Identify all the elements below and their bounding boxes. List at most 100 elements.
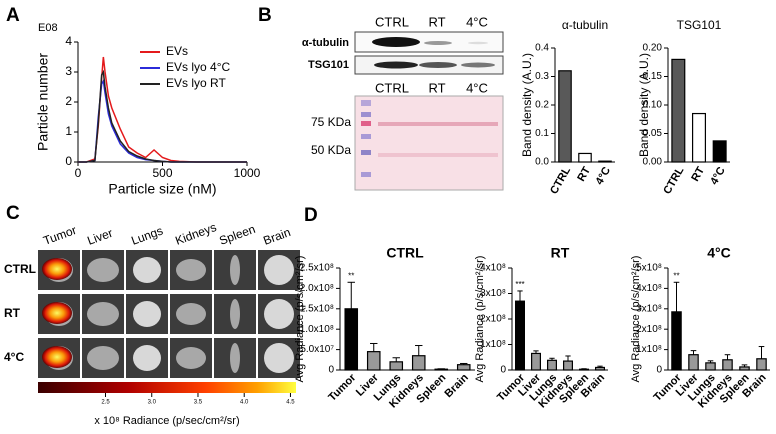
significance: ** [348, 271, 354, 280]
y-tick-label: 1x10⁸ [636, 344, 662, 355]
condition-label: 4°C [4, 350, 24, 364]
bar [530, 352, 541, 371]
colorbar-tick-label: 3.5 [194, 400, 203, 406]
y-tick-label: 1.0x10⁸ [300, 324, 334, 335]
y-axis-label: Avg Radiance (p/s/cm²/sr) [474, 256, 486, 383]
y-tick-label: 0 [328, 365, 334, 376]
bar [578, 368, 589, 371]
bar [712, 140, 727, 163]
bar [739, 366, 750, 371]
bar [705, 362, 716, 371]
series-line [78, 78, 247, 163]
x-tick-label: Brain [443, 371, 472, 400]
series-line [78, 69, 247, 163]
x-tick-label: 1000 [234, 166, 261, 180]
bar [671, 311, 682, 371]
organ [133, 257, 161, 283]
y-tick-label: 5x10⁸ [636, 263, 662, 274]
x-tick-label: 4°C [708, 165, 728, 187]
ladder-band [361, 172, 371, 177]
blot-band [374, 61, 418, 69]
bar [366, 351, 381, 371]
ladder-band [361, 150, 371, 155]
bar [671, 58, 686, 163]
y-tick-label: 0.1 [535, 128, 549, 139]
tumor-signal [42, 346, 72, 368]
organ-label: Liver [85, 226, 114, 248]
lane-label: 4°C [466, 80, 488, 95]
bar [756, 358, 767, 371]
x-tick-label: Tumor [326, 371, 359, 404]
colorbar-tick-label: 3.0 [148, 400, 157, 406]
ladder-band [361, 112, 371, 117]
ponceau-band [378, 153, 498, 157]
y-tick-label: 3x10⁸ [480, 288, 506, 299]
bar [411, 355, 426, 371]
y-tick-label: 2.0x10⁸ [300, 283, 334, 294]
x-tick-label: RT [689, 165, 707, 184]
x-tick-label: RT [575, 165, 593, 184]
chart-title: α-tubulin [562, 18, 608, 32]
y-tick-label: 0.10 [643, 100, 663, 111]
blot-band [424, 41, 452, 45]
y-axis-label: Avg Radiance (p/s/cm²/sr) [294, 256, 306, 383]
y-axis-label: Band density (A.U.) [637, 53, 651, 157]
tumor-signal [42, 302, 72, 324]
chart-title: TSG101 [677, 18, 722, 32]
lane-label: 4°C [466, 14, 488, 29]
lane-label: CTRL [375, 14, 409, 29]
x-tick-label: CTRL [548, 165, 573, 197]
y-axis-label: Particle number [35, 53, 51, 151]
y-tick-label: 1 [65, 124, 72, 138]
lane-label: RT [428, 14, 445, 29]
colorbar-tick-label: 4.5 [286, 400, 295, 406]
y-scale-label: E08 [38, 22, 58, 34]
significance: *** [515, 280, 524, 289]
bar [691, 112, 707, 163]
organ-label: Kidneys [173, 220, 218, 248]
panel-letter: D [304, 205, 318, 226]
ladder-band [361, 121, 371, 126]
bar [514, 300, 525, 371]
organ [87, 302, 119, 326]
ladder-band [361, 100, 371, 106]
significance: ** [673, 271, 679, 280]
y-tick-label: 0.20 [643, 43, 663, 54]
y-tick-label: 4 [65, 34, 72, 48]
blot-band [372, 37, 420, 47]
blot-band [461, 62, 495, 68]
organ [264, 255, 294, 285]
organ-label: Brain [261, 225, 292, 248]
colorbar [38, 382, 296, 393]
organ [133, 345, 161, 371]
condition-label: CTRL [4, 262, 36, 276]
y-tick-label: 4x10⁸ [480, 263, 506, 274]
colorbar-tick-label: 2.5 [101, 400, 110, 406]
y-tick-label: 3 [65, 64, 72, 78]
organ [176, 259, 206, 281]
legend-label: EVs lyo RT [166, 76, 226, 90]
organ [133, 301, 161, 327]
x-tick-label: 4°C [593, 165, 613, 187]
y-tick-label: 0.00 [643, 157, 663, 168]
x-tick-label: CTRL [661, 165, 686, 197]
y-tick-label: 0 [656, 365, 662, 376]
organ [230, 299, 240, 329]
y-tick-label: 2.5x10⁸ [300, 263, 334, 274]
ponceau-band [378, 122, 498, 126]
y-tick-label: 2x10⁸ [480, 314, 506, 325]
legend-label: EVs [166, 44, 188, 58]
bar [562, 360, 573, 371]
chart-title: 4°C [707, 245, 731, 261]
y-tick-label: 0.2 [535, 100, 549, 111]
marker-label: 50 KDa [311, 143, 351, 157]
y-tick-label: 5.0x10⁷ [300, 344, 334, 355]
organ-label: Tumor [41, 223, 78, 248]
organ [264, 299, 294, 329]
organ-label: Lungs [129, 223, 165, 247]
x-tick-label: 0 [75, 166, 82, 180]
chart-title: CTRL [386, 245, 424, 261]
panel-letter: C [6, 203, 20, 224]
bar [456, 364, 471, 371]
